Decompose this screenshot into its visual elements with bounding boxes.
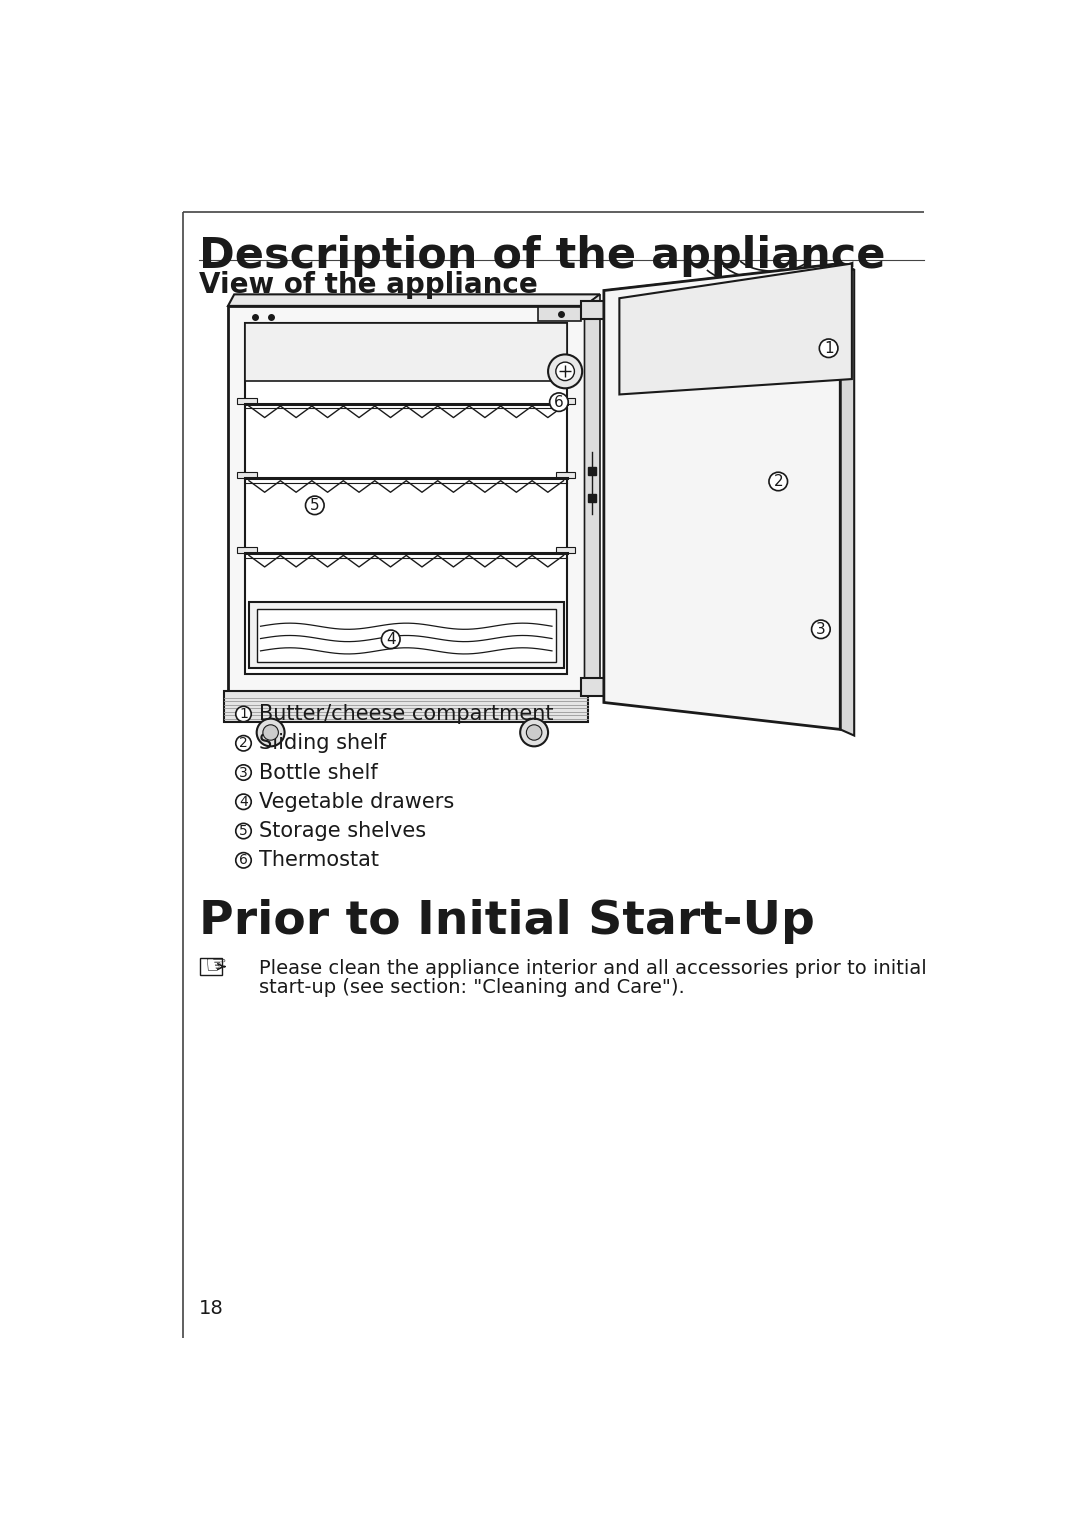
Circle shape (820, 339, 838, 358)
Polygon shape (556, 547, 576, 553)
Bar (228, 306, 584, 691)
Text: Sliding shelf: Sliding shelf (259, 734, 387, 754)
Bar (245, 323, 567, 674)
Circle shape (521, 719, 548, 746)
Text: Storage shelves: Storage shelves (259, 821, 427, 841)
Circle shape (556, 362, 575, 381)
Text: 1: 1 (239, 706, 248, 722)
Circle shape (257, 719, 284, 746)
Bar (581, 677, 604, 696)
Circle shape (526, 725, 542, 740)
Text: 4: 4 (386, 631, 395, 647)
Polygon shape (619, 263, 852, 394)
Text: start-up (see section: "Cleaning and Care").: start-up (see section: "Cleaning and Car… (259, 979, 685, 997)
Text: 3: 3 (816, 622, 826, 636)
Text: 4: 4 (239, 795, 248, 809)
Text: 2: 2 (773, 474, 783, 489)
Circle shape (235, 853, 252, 868)
Bar (538, 307, 581, 321)
Text: 6: 6 (554, 394, 564, 410)
Bar (200, 959, 221, 976)
Polygon shape (840, 263, 854, 735)
Polygon shape (604, 263, 854, 297)
Bar (245, 323, 567, 381)
Circle shape (235, 794, 252, 809)
Polygon shape (238, 472, 257, 479)
Text: Description of the appliance: Description of the appliance (199, 235, 885, 277)
Text: Butter/cheese compartment: Butter/cheese compartment (259, 703, 554, 725)
Bar (581, 301, 604, 320)
Bar (248, 602, 564, 668)
Circle shape (262, 725, 279, 740)
Bar (257, 609, 556, 662)
Text: ☞: ☞ (205, 954, 227, 979)
Text: Prior to Initial Start-Up: Prior to Initial Start-Up (199, 899, 814, 943)
Text: Vegetable drawers: Vegetable drawers (259, 792, 455, 812)
Polygon shape (238, 547, 257, 553)
Text: 5: 5 (239, 824, 248, 838)
Text: 2: 2 (239, 737, 248, 751)
Text: 18: 18 (199, 1300, 224, 1318)
Bar (619, 456, 751, 506)
Polygon shape (556, 398, 576, 404)
Circle shape (381, 630, 400, 648)
Circle shape (769, 472, 787, 491)
Text: Thermostat: Thermostat (259, 850, 379, 870)
Polygon shape (584, 295, 600, 691)
Circle shape (550, 393, 568, 411)
Text: Please clean the appliance interior and all accessories prior to initial: Please clean the appliance interior and … (259, 959, 927, 979)
Circle shape (811, 621, 831, 639)
Circle shape (235, 735, 252, 751)
Circle shape (235, 764, 252, 780)
Circle shape (235, 823, 252, 839)
Circle shape (306, 495, 324, 515)
Text: 3: 3 (239, 766, 248, 780)
Circle shape (548, 355, 582, 388)
Bar (225, 691, 589, 722)
Text: 1: 1 (824, 341, 834, 356)
Polygon shape (604, 263, 840, 729)
Polygon shape (228, 295, 600, 306)
Text: View of the appliance: View of the appliance (199, 271, 538, 300)
Polygon shape (556, 472, 576, 479)
Text: Bottle shelf: Bottle shelf (259, 763, 378, 783)
Polygon shape (238, 398, 257, 404)
Text: 6: 6 (239, 853, 248, 867)
Text: 5: 5 (310, 498, 320, 512)
Circle shape (235, 706, 252, 722)
Bar (625, 462, 745, 500)
